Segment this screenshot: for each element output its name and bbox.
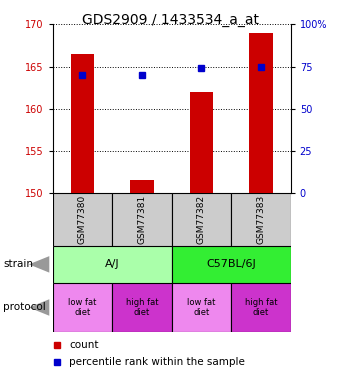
Polygon shape xyxy=(29,299,49,316)
Bar xyxy=(190,92,214,193)
Text: C57BL/6J: C57BL/6J xyxy=(206,260,256,269)
Text: GSM77380: GSM77380 xyxy=(78,195,87,244)
Polygon shape xyxy=(29,256,49,273)
Bar xyxy=(112,193,172,246)
Text: count: count xyxy=(69,339,99,350)
Bar xyxy=(53,193,112,246)
Text: low fat
diet: low fat diet xyxy=(68,298,97,317)
Bar xyxy=(231,283,291,332)
Text: strain: strain xyxy=(3,260,33,269)
Bar xyxy=(130,180,154,193)
Bar xyxy=(172,193,231,246)
Bar xyxy=(172,246,291,283)
Bar xyxy=(53,246,172,283)
Text: percentile rank within the sample: percentile rank within the sample xyxy=(69,357,245,368)
Text: GSM77382: GSM77382 xyxy=(197,195,206,244)
Text: protocol: protocol xyxy=(3,303,46,312)
Text: GSM77381: GSM77381 xyxy=(137,195,147,244)
Bar xyxy=(71,54,94,193)
Text: low fat
diet: low fat diet xyxy=(187,298,216,317)
Bar xyxy=(172,283,231,332)
Bar xyxy=(112,283,172,332)
Text: A/J: A/J xyxy=(105,260,120,269)
Text: high fat
diet: high fat diet xyxy=(245,298,277,317)
Bar xyxy=(53,283,112,332)
Text: GSM77383: GSM77383 xyxy=(256,195,266,244)
Text: GDS2909 / 1433534_a_at: GDS2909 / 1433534_a_at xyxy=(82,13,258,27)
Bar xyxy=(231,193,291,246)
Bar xyxy=(249,33,273,193)
Text: high fat
diet: high fat diet xyxy=(126,298,158,317)
